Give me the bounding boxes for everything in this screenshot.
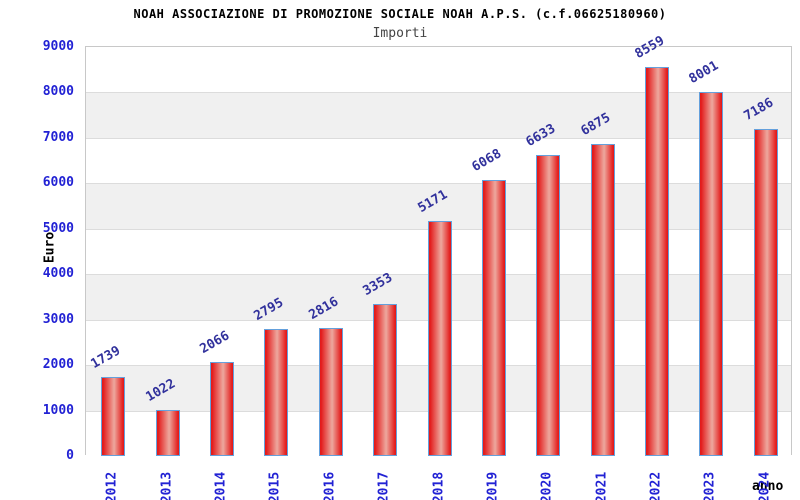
gridline [86, 137, 791, 139]
plot-band [86, 47, 791, 93]
chart-subtitle: Importi [372, 26, 428, 41]
plot-area [85, 46, 792, 456]
x-tick-label: 2021 [594, 471, 610, 500]
bar-2021 [590, 143, 615, 456]
y-tick-label: 8000 [42, 84, 74, 100]
chart-title: NOAH ASSOCIAZIONE DI PROMOZIONE SOCIALE … [133, 7, 667, 21]
plot-band [86, 137, 791, 184]
y-tick-label: 6000 [42, 175, 74, 191]
y-tick-label: 9000 [42, 39, 74, 54]
x-tick-label: 2016 [322, 471, 338, 500]
x-tick-label: 2013 [159, 471, 175, 500]
bar-2020 [536, 154, 561, 456]
x-tick-label: 2019 [485, 471, 501, 500]
x-tick-label: 2012 [104, 471, 120, 500]
y-tick-label: 3000 [42, 311, 74, 327]
y-tick-label: 0 [66, 448, 74, 463]
bar-2024 [753, 129, 778, 456]
bar-2016 [318, 328, 343, 456]
bar-2015 [264, 328, 289, 456]
x-tick-label: 2018 [431, 471, 446, 500]
bar-2022 [645, 67, 670, 456]
x-tick-label: 2022 [648, 471, 664, 500]
bar-2014 [209, 362, 234, 456]
y-tick-label: 7000 [42, 129, 74, 145]
bar-2019 [481, 180, 506, 456]
bar-2018 [427, 221, 452, 456]
bar-2023 [699, 92, 724, 456]
plot-band [86, 92, 791, 138]
gridline [86, 183, 791, 185]
y-tick-label: 2000 [42, 357, 74, 373]
x-tick-label: 2020 [539, 471, 555, 500]
x-tick-label: 2023 [702, 471, 718, 500]
x-tick-label: 2014 [213, 471, 229, 500]
bar-2017 [373, 303, 398, 456]
bar-2012 [101, 376, 126, 456]
x-tick-label: 2015 [267, 471, 283, 500]
gridline [86, 92, 791, 94]
y-tick-label: 5000 [42, 220, 74, 236]
y-tick-label: 1000 [42, 402, 74, 418]
x-axis-label: anno [752, 479, 784, 494]
y-tick-label: 4000 [42, 266, 74, 282]
x-tick-label: 2017 [376, 471, 392, 500]
bar-2013 [155, 409, 180, 456]
x-tick-label: 2024 [757, 471, 773, 500]
